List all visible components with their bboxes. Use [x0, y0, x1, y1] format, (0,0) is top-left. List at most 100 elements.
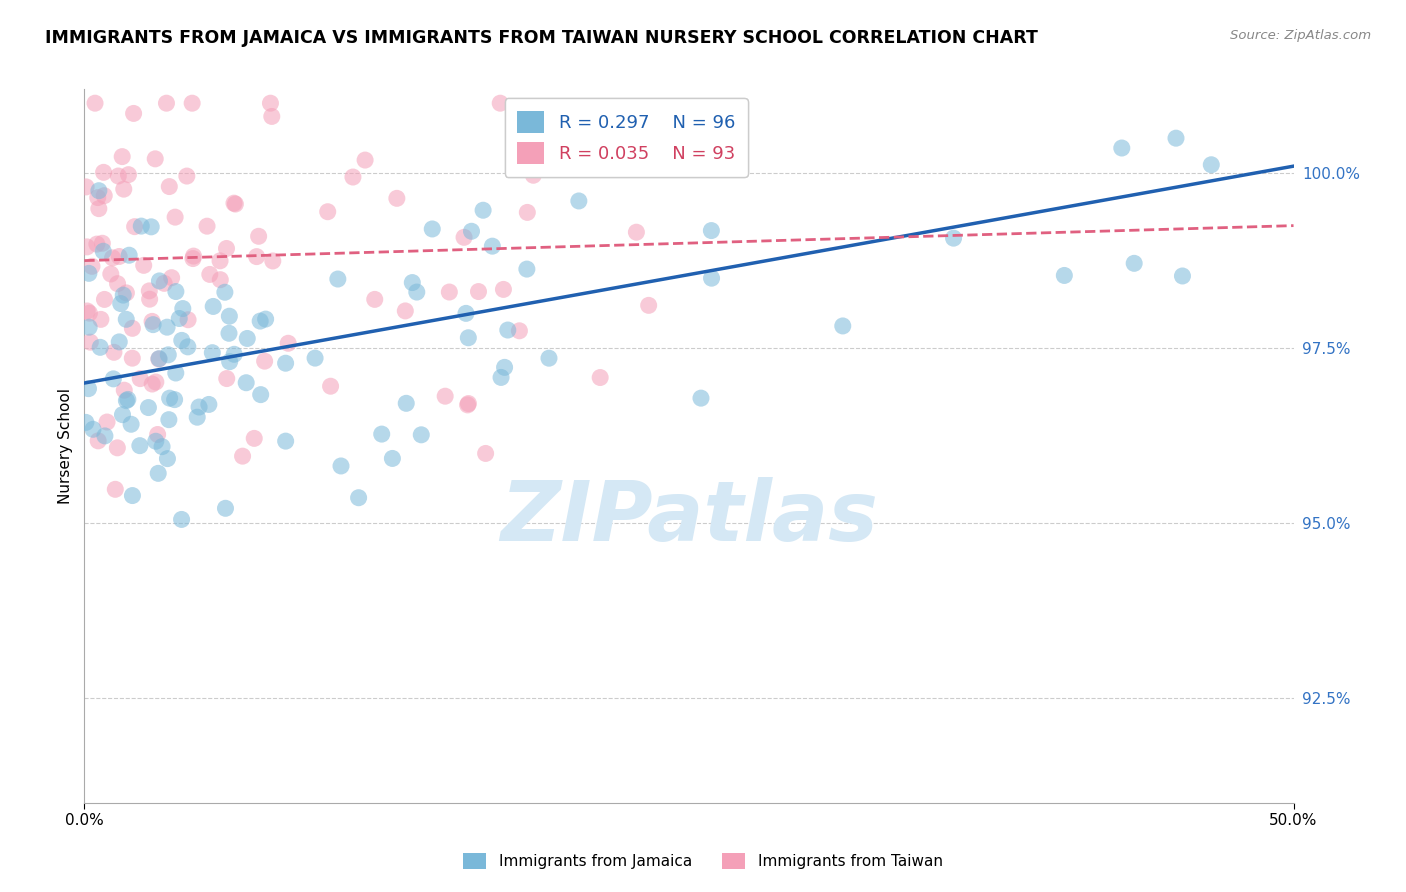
Point: [224, 197, 246, 211]
Point: [304, 351, 326, 365]
Point: [138, 401, 160, 415]
Point: [101, 251, 124, 265]
Point: [218, 309, 240, 323]
Point: [214, 501, 236, 516]
Point: [117, 168, 139, 182]
Point: [439, 285, 461, 299]
Point: [165, 366, 187, 380]
Point: [153, 277, 176, 291]
Point: [235, 376, 257, 390]
Point: [87, 191, 110, 205]
Point: [496, 323, 519, 337]
Point: [472, 203, 495, 218]
Point: [128, 439, 150, 453]
Point: [489, 96, 512, 111]
Point: [159, 391, 181, 405]
Point: [121, 351, 143, 366]
Point: [626, 225, 648, 239]
Point: [460, 224, 482, 238]
Point: [77, 320, 100, 334]
Point: [167, 311, 190, 326]
Point: [148, 351, 170, 366]
Point: [111, 408, 134, 422]
Point: [183, 249, 205, 263]
Point: [1164, 131, 1187, 145]
Point: [188, 400, 211, 414]
Point: [112, 383, 135, 397]
Point: [243, 431, 266, 445]
Point: [117, 392, 139, 407]
Point: [145, 434, 167, 449]
Point: [91, 244, 114, 259]
Legend: Immigrants from Jamaica, Immigrants from Taiwan: Immigrants from Jamaica, Immigrants from…: [457, 847, 949, 875]
Point: [141, 314, 163, 328]
Point: [157, 348, 180, 362]
Point: [170, 512, 193, 526]
Text: IMMIGRANTS FROM JAMAICA VS IMMIGRANTS FROM TAIWAN NURSERY SCHOOL CORRELATION CHA: IMMIGRANTS FROM JAMAICA VS IMMIGRANTS FR…: [45, 29, 1038, 47]
Point: [247, 229, 270, 244]
Point: [84, 96, 107, 111]
Point: [457, 396, 479, 410]
Point: [1111, 141, 1133, 155]
Point: [411, 427, 433, 442]
Point: [87, 184, 110, 198]
Point: [457, 398, 479, 412]
Point: [700, 271, 723, 285]
Point: [112, 182, 135, 196]
Point: [165, 285, 187, 299]
Point: [160, 270, 183, 285]
Point: [96, 415, 118, 429]
Point: [209, 253, 232, 268]
Point: [105, 441, 128, 455]
Point: [157, 412, 180, 426]
Point: [1171, 268, 1194, 283]
Point: [170, 334, 193, 348]
Point: [93, 293, 115, 307]
Point: [132, 258, 155, 272]
Point: [75, 180, 97, 194]
Point: [156, 320, 179, 334]
Point: [516, 262, 538, 277]
Point: [172, 301, 194, 316]
Point: [508, 324, 530, 338]
Point: [121, 489, 143, 503]
Point: [121, 321, 143, 335]
Point: [155, 96, 177, 111]
Point: [86, 237, 108, 252]
Point: [186, 410, 208, 425]
Point: [77, 266, 100, 280]
Point: [316, 204, 339, 219]
Point: [103, 345, 125, 359]
Point: [215, 242, 238, 256]
Point: [80, 260, 103, 274]
Point: [110, 296, 132, 310]
Point: [148, 351, 170, 366]
Point: [165, 210, 187, 224]
Point: [347, 491, 370, 505]
Text: ZIPatlas: ZIPatlas: [501, 477, 877, 558]
Point: [209, 273, 232, 287]
Point: [138, 284, 160, 298]
Point: [453, 230, 475, 244]
Point: [637, 298, 659, 312]
Point: [138, 292, 160, 306]
Point: [108, 250, 131, 264]
Point: [550, 146, 572, 161]
Point: [176, 169, 198, 183]
Point: [214, 285, 236, 300]
Point: [474, 446, 496, 460]
Point: [76, 240, 98, 254]
Point: [89, 340, 111, 354]
Point: [215, 371, 238, 385]
Point: [537, 351, 560, 366]
Point: [1123, 256, 1146, 270]
Point: [942, 231, 965, 245]
Point: [141, 219, 163, 234]
Point: [454, 306, 477, 320]
Point: [124, 219, 146, 234]
Point: [690, 391, 713, 405]
Point: [224, 347, 246, 361]
Point: [75, 416, 97, 430]
Point: [589, 370, 612, 384]
Point: [111, 150, 134, 164]
